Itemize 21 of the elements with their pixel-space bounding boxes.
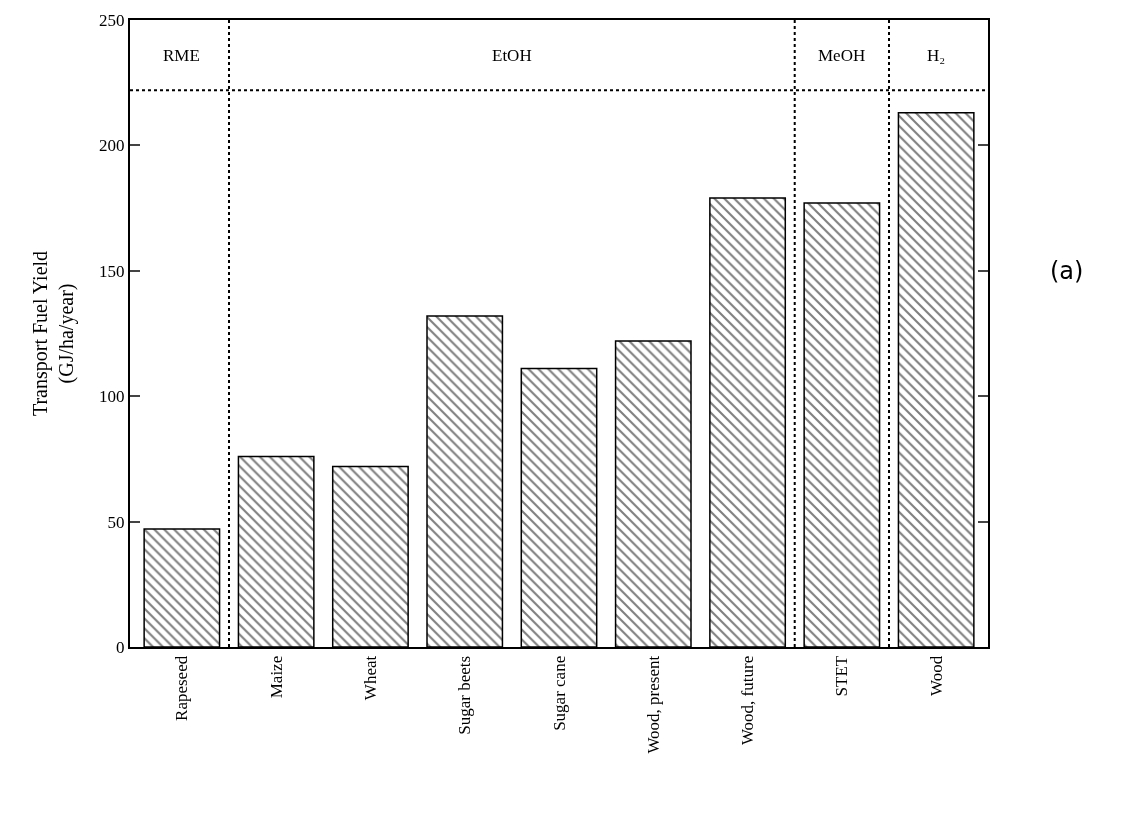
annotation: RME bbox=[163, 46, 200, 65]
y-tick-label: 50 bbox=[107, 512, 125, 532]
x-tick-label: Rapeseed bbox=[172, 655, 192, 721]
annotation: EtOH bbox=[492, 46, 532, 65]
annotation: H₂ bbox=[927, 46, 946, 65]
y-tick-label: 150 bbox=[99, 261, 125, 281]
y-tick-label: 200 bbox=[99, 136, 125, 156]
x-tick-label: Sugar cane bbox=[549, 655, 569, 731]
x-tick-label: Wheat bbox=[360, 655, 380, 701]
x-tick-label: Wood, present bbox=[643, 655, 663, 754]
x-tick-label: Wood bbox=[926, 655, 946, 696]
x-tick-label: Maize bbox=[266, 655, 286, 699]
y-tick-label: 250 bbox=[99, 10, 125, 30]
x-tick-label: Sugar beets bbox=[455, 655, 475, 735]
x-tick-label: STET bbox=[832, 655, 852, 697]
y-axis-title: Transport Fuel Yield (GJ/ha/year) bbox=[29, 250, 79, 417]
text: (a) bbox=[1050, 257, 1084, 285]
y-tick-label: 0 bbox=[116, 637, 125, 657]
annotation: MeOH bbox=[818, 46, 866, 65]
x-tick-label: Wood, future bbox=[738, 655, 758, 746]
y-tick-label: 100 bbox=[99, 387, 125, 407]
